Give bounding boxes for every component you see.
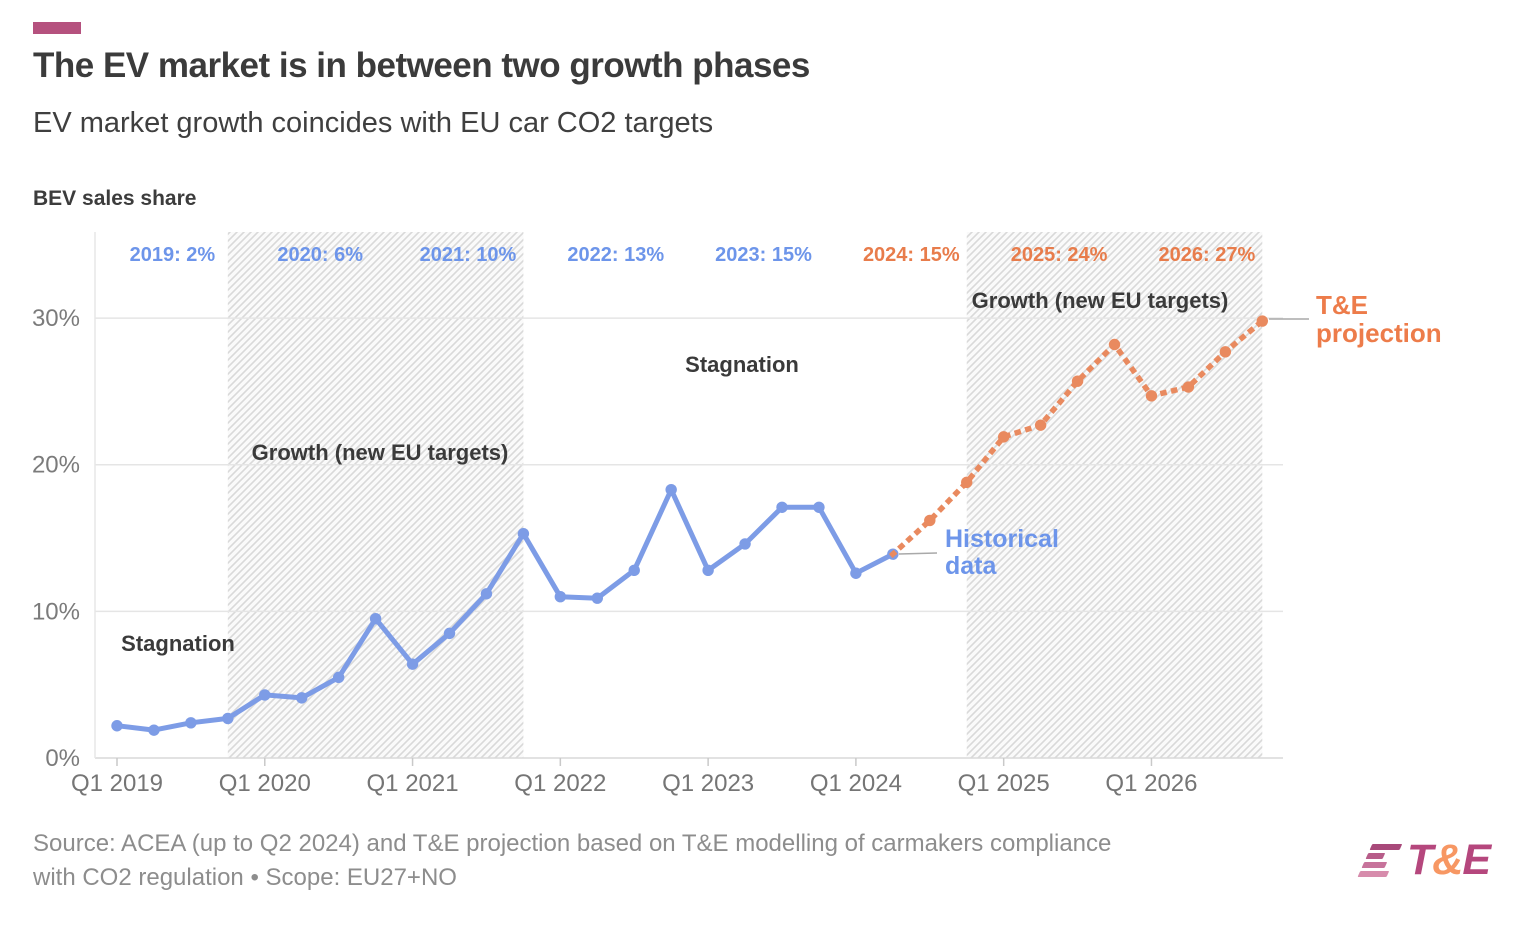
data-point (702, 564, 714, 577)
x-tick-label: Q1 2024 (810, 770, 902, 797)
data-point (185, 717, 197, 729)
year-annotation: 2022: 13% (567, 244, 664, 266)
data-point (924, 514, 936, 527)
x-tick-label: Q1 2020 (219, 770, 311, 797)
data-point (259, 689, 271, 701)
x-tick-label: Q1 2025 (958, 770, 1050, 797)
hatched-band (227, 232, 524, 758)
data-point (1108, 338, 1121, 351)
data-point (554, 591, 567, 603)
source-line-1: Source: ACEA (up to Q2 2024) and T&E pro… (33, 830, 1112, 857)
year-annotation: 2021: 10% (420, 244, 517, 266)
data-point (296, 692, 308, 704)
data-point (1034, 419, 1047, 431)
phase-label: Growth (new EU targets) (972, 288, 1229, 313)
page-subtitle: EV market growth coincides with EU car C… (33, 107, 714, 139)
x-tick-label: Q1 2026 (1105, 770, 1197, 797)
data-point (887, 548, 899, 560)
phase-label: Stagnation (685, 352, 799, 377)
data-point (739, 538, 751, 550)
phase-label: Growth (new EU targets) (252, 440, 509, 465)
historical-data-label: Historical data (945, 525, 1059, 580)
data-point (222, 712, 234, 725)
y-tick-label: 20% (32, 452, 80, 479)
year-annotation: 2025: 24% (1011, 244, 1108, 266)
data-point (961, 476, 973, 489)
callout-connector (898, 552, 938, 555)
x-tick-label: Q1 2019 (71, 770, 163, 797)
data-point (1256, 315, 1268, 327)
data-point (332, 671, 345, 684)
phase-label: Stagnation (121, 631, 235, 656)
data-point (148, 724, 160, 736)
data-point (591, 592, 603, 604)
te-logo: T&E (1357, 836, 1491, 884)
te-projection-label: T&E projection (1316, 290, 1442, 348)
data-point (776, 501, 788, 513)
data-point (443, 627, 456, 640)
year-annotation: 2020: 6% (277, 244, 363, 266)
source-note: Source: ACEA (up to Q2 2024) and T&E pro… (33, 827, 1111, 895)
accent-bar (33, 22, 81, 34)
data-point (813, 501, 825, 513)
te-logo-text: T&E (1407, 836, 1491, 884)
hatched-band (966, 232, 1263, 758)
x-tick-label: Q1 2023 (662, 770, 754, 797)
x-tick-label: Q1 2021 (367, 770, 459, 797)
data-point (517, 527, 530, 540)
y-tick-label: 10% (32, 598, 80, 625)
data-point (369, 613, 382, 625)
data-point (406, 658, 419, 670)
series-line-historical (116, 487, 894, 733)
year-annotation: 2023: 15% (715, 244, 812, 266)
te-logo-mark-icon (1357, 839, 1405, 877)
data-point (1071, 375, 1084, 387)
year-annotation: 2026: 27% (1159, 244, 1256, 266)
y-tick-label: 30% (32, 305, 80, 332)
year-annotation: 2019: 2% (130, 244, 216, 266)
data-point (1182, 381, 1195, 393)
y-axis-title: BEV sales share (33, 187, 197, 210)
year-annotation: 2024: 15% (863, 244, 960, 266)
series-line-projection (888, 317, 1267, 559)
data-point (628, 564, 640, 577)
data-point (111, 720, 123, 732)
source-line-2: with CO2 regulation • Scope: EU27+NO (33, 864, 457, 891)
y-tick-label: 0% (45, 745, 80, 772)
data-point (1145, 390, 1158, 402)
x-tick-label: Q1 2022 (514, 770, 606, 797)
data-point (997, 431, 1010, 443)
data-point (850, 567, 862, 579)
data-point (665, 483, 677, 496)
data-point (1219, 346, 1232, 358)
data-point (480, 588, 493, 600)
page-title: The EV market is in between two growth p… (33, 46, 810, 85)
